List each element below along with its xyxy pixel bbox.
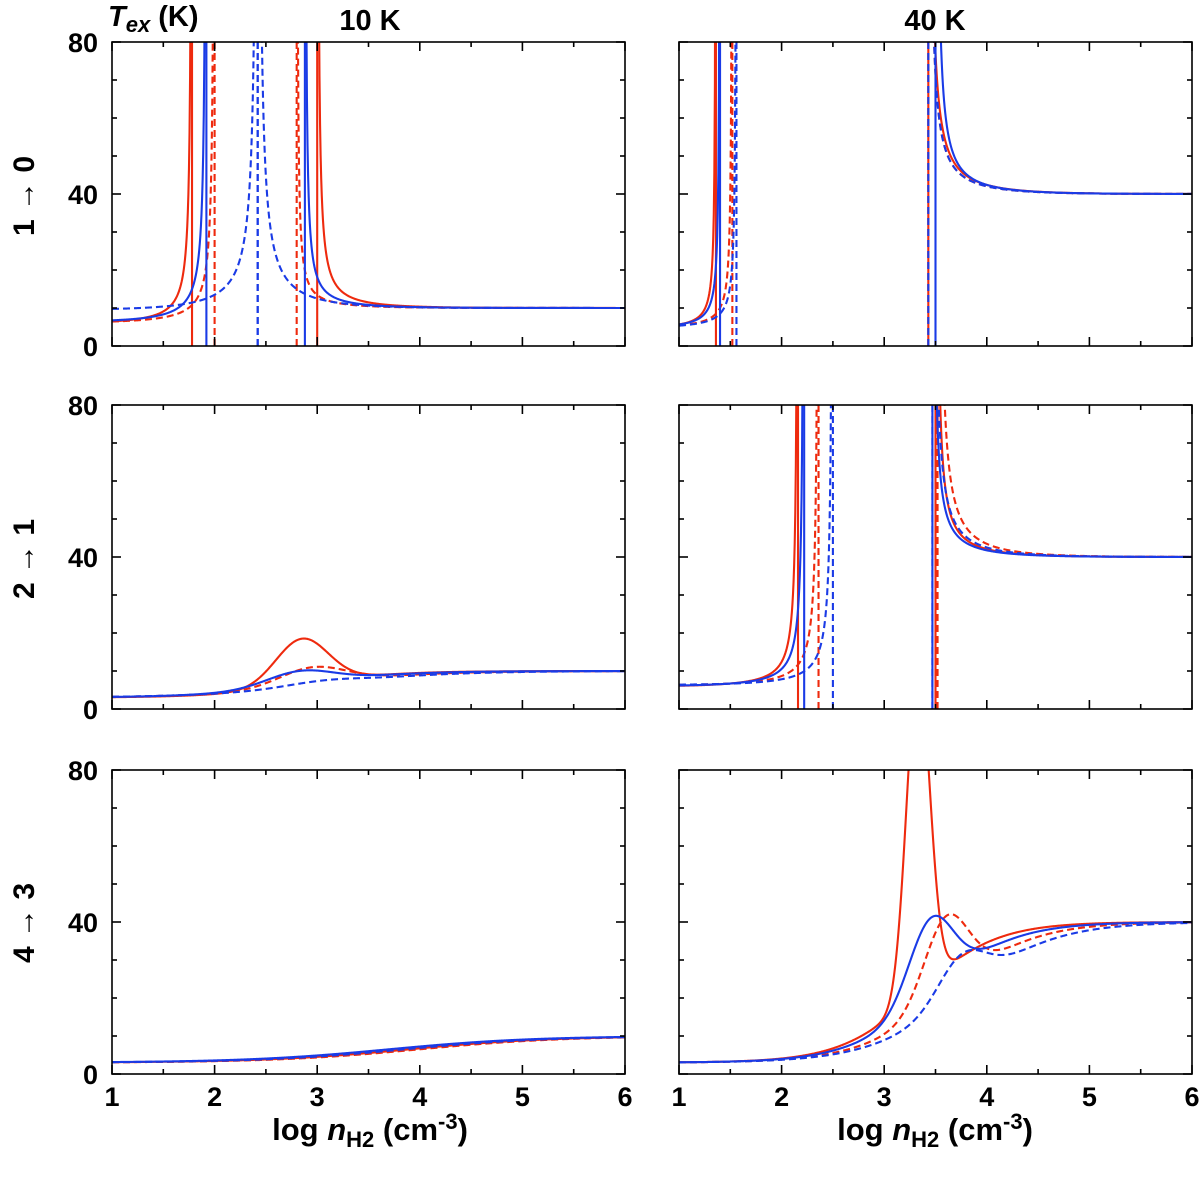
corner-label-unit: (K)	[150, 1, 198, 33]
x-label-sub: H2	[346, 1127, 374, 1152]
x-tick-label: 3	[310, 1082, 325, 1112]
y-tick-label: 80	[68, 756, 98, 786]
series-line-blue-solid	[679, 405, 804, 687]
series-line-red-dashed	[943, 405, 1192, 558]
series-line-red-dashed	[296, 42, 625, 310]
panel-r0-c1	[678, 41, 1193, 347]
series-line-blue-solid	[112, 1035, 625, 1064]
series-line-blue-dashed	[112, 1036, 625, 1064]
panel-r1-c1	[678, 404, 1193, 710]
series-line-blue-dashed	[679, 921, 1192, 1064]
x-tick-label: 5	[1082, 1082, 1097, 1112]
corner-label: Tex (K)	[108, 1, 199, 37]
x-tick-label: 6	[617, 1082, 632, 1112]
series-line-red-solid	[112, 637, 625, 699]
x-label-symbol: n	[327, 1112, 346, 1147]
panel-frame	[111, 769, 626, 1075]
y-tick-label: 40	[68, 908, 98, 938]
column-title-40k: 40 K	[904, 5, 965, 37]
corner-label-sub: ex	[126, 12, 151, 37]
row-label-1-0: 1 → 0	[8, 156, 41, 236]
series-line-red-solid	[679, 42, 717, 326]
x-label-unit: (cm	[939, 1112, 1003, 1147]
row-label-4-3: 4 → 3	[8, 883, 41, 963]
series-line-blue-dashed	[112, 42, 625, 310]
column-title-10k: 10 K	[339, 5, 400, 37]
x-label-prefix: log	[837, 1112, 892, 1147]
y-tick-label: 80	[68, 28, 98, 58]
y-tick-label: 80	[68, 391, 98, 421]
x-label-exp: -3	[438, 1109, 458, 1134]
panel-grid: 0 40 80 0 40 80 1 2 3 4 5 6 0 40 80 1 2 3 4 5 6	[68, 28, 1200, 1112]
panel-r0-c0: 0 40 80	[68, 28, 626, 362]
y-tick-label: 40	[68, 180, 98, 210]
x-tick-label: 2	[207, 1082, 222, 1112]
series-line-red-dashed	[679, 42, 733, 327]
series-line-red-dashed	[112, 1036, 625, 1064]
series-group	[112, 637, 625, 699]
x-axis-label-left: log nH2 (cm-3)	[272, 1109, 468, 1152]
series-line-red-solid	[933, 42, 1192, 195]
panel-r2-c0: 1 2 3 4 5 6 0 40 80	[68, 756, 633, 1112]
y-tick-label: 0	[83, 1060, 98, 1090]
x-tick-label: 6	[1184, 1082, 1199, 1112]
series-line-red-solid	[679, 405, 798, 687]
series-line-blue-dashed	[937, 405, 1192, 558]
series-line-red-solid	[679, 770, 1192, 1064]
series-line-red-solid	[939, 405, 1192, 558]
series-line-blue-solid	[112, 669, 625, 698]
series-group	[679, 770, 1192, 1064]
series-line-blue-solid	[679, 42, 721, 326]
x-label-close: )	[1023, 1112, 1033, 1147]
y-tick-label: 0	[83, 695, 98, 725]
x-tick-label: 1	[104, 1082, 119, 1112]
x-label-prefix: log	[272, 1112, 327, 1147]
series-group	[112, 42, 625, 346]
series-line-blue-dashed	[112, 670, 625, 698]
series-line-red-dashed	[933, 42, 1192, 195]
series-line-red-dashed	[112, 42, 214, 323]
series-line-blue-solid	[112, 42, 206, 322]
x-label-symbol: n	[892, 1112, 911, 1147]
x-tick-label: 4	[979, 1082, 994, 1112]
panel-frame	[111, 404, 626, 710]
series-line-red-solid	[112, 42, 192, 323]
x-label-exp: -3	[1003, 1109, 1023, 1134]
series-group	[112, 1035, 625, 1064]
x-tick-label: 5	[515, 1082, 530, 1112]
series-line-blue-dashed	[933, 42, 1192, 195]
x-axis-label-right: log nH2 (cm-3)	[837, 1109, 1033, 1152]
series-line-blue-solid	[939, 42, 1192, 195]
y-tick-label: 40	[68, 543, 98, 573]
series-line-blue-dashed	[679, 42, 737, 327]
row-label-2-1: 2 → 1	[8, 519, 41, 599]
x-tick-label: 4	[412, 1082, 427, 1112]
corner-label-symbol: T	[108, 1, 128, 33]
series-line-blue-solid	[935, 405, 1192, 558]
y-tick-label: 0	[83, 332, 98, 362]
x-label-unit: (cm	[374, 1112, 438, 1147]
panel-r2-c1: 1 2 3 4 5 6	[671, 769, 1200, 1112]
series-line-blue-solid	[305, 42, 625, 310]
series-line-red-solid	[112, 1036, 625, 1064]
series-line-blue-solid	[679, 914, 1192, 1064]
series-line-blue-dashed	[679, 405, 832, 686]
x-label-sub: H2	[911, 1127, 939, 1152]
x-tick-label: 1	[671, 1082, 686, 1112]
x-tick-label: 3	[877, 1082, 892, 1112]
series-group	[679, 42, 1192, 346]
series-group	[679, 405, 1192, 709]
series-line-red-dashed	[679, 913, 1192, 1064]
panel-r1-c0: 0 40 80	[68, 391, 626, 725]
x-label-close: )	[458, 1112, 468, 1147]
x-tick-label: 2	[774, 1082, 789, 1112]
